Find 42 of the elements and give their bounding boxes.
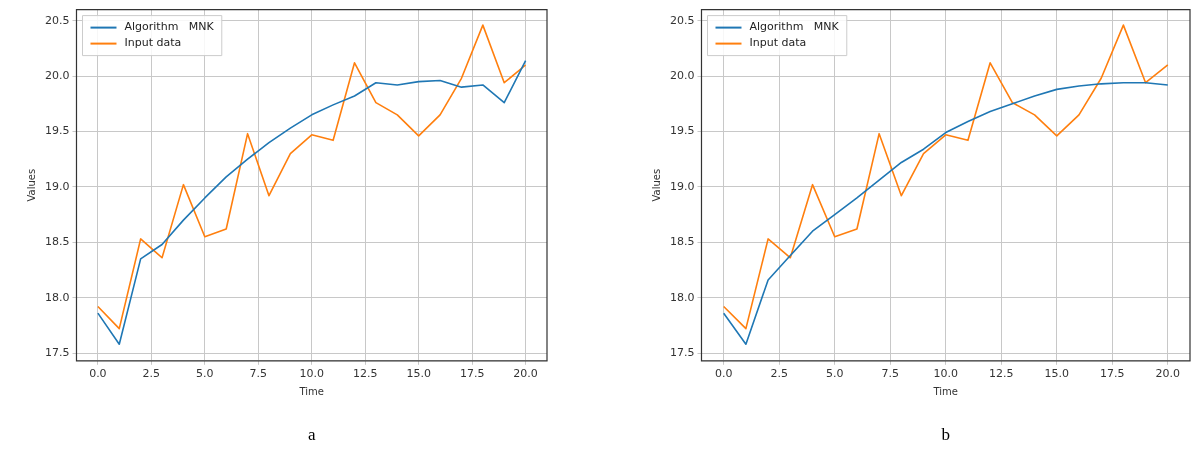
x-tick-label: 7.5 — [881, 367, 899, 381]
x-tick-label: 5.0 — [825, 367, 844, 381]
x-tick-label: 7.5 — [249, 367, 268, 381]
x-tick-label: 0.0 — [89, 367, 107, 381]
y-tick-label: 18.0 — [44, 290, 70, 304]
y-tick-label: 19.0 — [669, 179, 695, 193]
y-tick-label: 18.5 — [44, 235, 70, 249]
text: a — [307, 425, 316, 445]
x-tick-label: 17.5 — [459, 367, 485, 381]
x-tick-label: 10.0 — [933, 367, 958, 381]
x-tick-label: 2.5 — [770, 367, 788, 381]
x-tick-label: 15.0 — [1044, 367, 1070, 381]
x-tick-label: 15.0 — [406, 367, 431, 381]
x-tick-label: 0.0 — [714, 367, 733, 381]
y-tick-label: 19.0 — [44, 179, 70, 193]
x-tick-label: 20.0 — [513, 367, 538, 381]
y-tick-label: 17.5 — [44, 345, 70, 359]
y-tick-label: 20.0 — [669, 68, 695, 82]
y-tick-label: 17.5 — [669, 345, 695, 359]
x-tick-label: 17.5 — [1100, 367, 1125, 381]
y-tick-label: 20.5 — [669, 13, 695, 27]
x-tick-label: 10.0 — [299, 367, 324, 381]
y-tick-label: 20.5 — [44, 13, 70, 27]
x-axis-title: Time — [932, 385, 958, 397]
x-tick-label: 20.0 — [1155, 367, 1181, 381]
x-tick-label: 12.5 — [989, 367, 1014, 381]
y-tick-label: 18.0 — [669, 290, 695, 304]
legend-label: Input data — [124, 36, 182, 50]
legend-label: Input data — [749, 36, 807, 50]
x-tick-label: 2.5 — [142, 367, 161, 381]
y-tick-label: 19.5 — [669, 124, 695, 138]
legend-label: Algorithm MNK — [124, 20, 215, 34]
y-axis-title: Values — [650, 168, 662, 202]
x-tick-label: 5.0 — [196, 367, 214, 381]
x-tick-label: 12.5 — [352, 367, 378, 381]
y-tick-label: 19.5 — [44, 124, 70, 138]
y-tick-label: 18.5 — [669, 235, 695, 249]
y-tick-label: 20.0 — [44, 68, 70, 82]
y-axis-title: Values — [25, 168, 37, 202]
x-axis-title: Time — [298, 385, 324, 397]
legend-label: Algorithm MNK — [749, 20, 840, 34]
text: b — [941, 425, 950, 445]
